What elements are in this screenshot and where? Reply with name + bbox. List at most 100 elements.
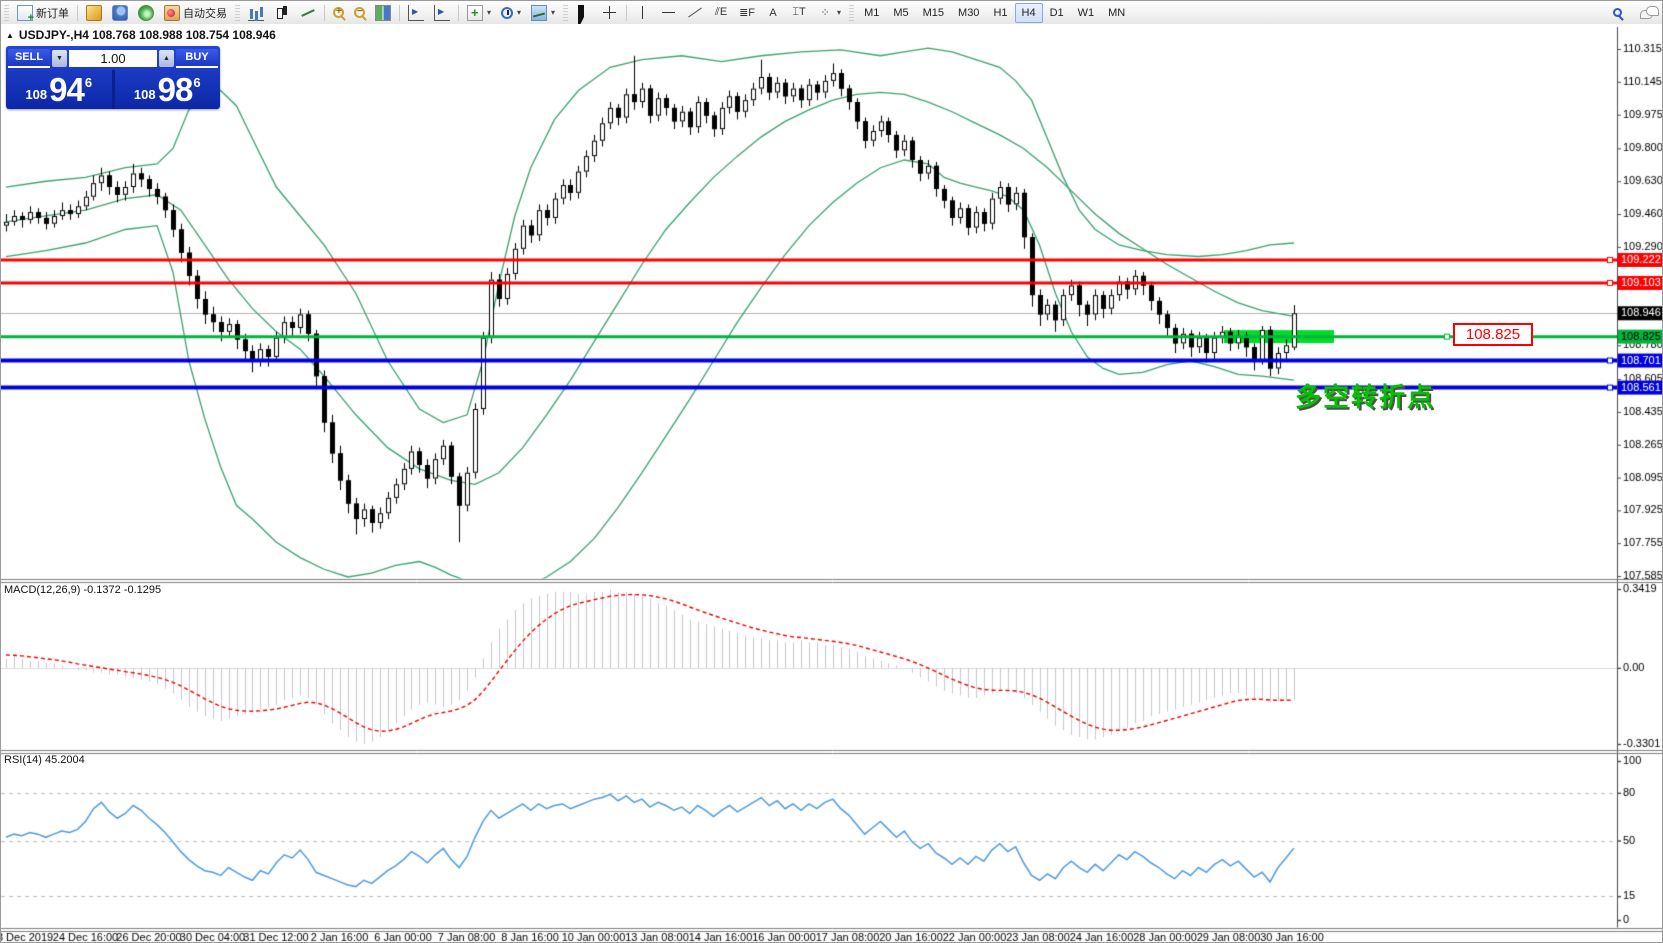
chart-title-text: USDJPY-,H4 108.768 108.988 108.754 108.9… [18, 28, 276, 42]
toolbar-grip [4, 4, 9, 21]
history-center-button[interactable] [81, 2, 107, 24]
zoom-out-icon: − [354, 6, 365, 18]
text-icon: A [769, 6, 777, 19]
sell-price-big: 94 [49, 70, 85, 108]
timeframe-w1-button[interactable]: W1 [1077, 6, 1095, 19]
toolbar-separator [626, 4, 628, 21]
chart-shift-button[interactable] [429, 2, 455, 24]
fibonacci-tool-button[interactable]: ≣F [734, 2, 760, 24]
line-chart-icon [300, 5, 316, 21]
timeframe-m30-button[interactable]: M30 [958, 6, 980, 19]
horizontal-line-icon [661, 5, 677, 21]
new-order-icon [17, 4, 34, 24]
bar-chart-button[interactable] [243, 2, 269, 24]
text-label-tool-button[interactable]: ⌶T [786, 2, 812, 24]
timeframe-mn-button[interactable]: MN [1108, 6, 1126, 19]
arrows-tool-button[interactable]: ⁘ ▾ [812, 2, 846, 24]
autotrading-label: 自动交易 [183, 7, 227, 20]
template-icon [531, 4, 548, 21]
vertical-line-tool-button[interactable] [630, 2, 656, 24]
new-order-button[interactable]: 新订单 [12, 2, 74, 24]
toolbar: 新订单 自动交易 + − ▾ ▾ ▾ ⫽E ≣F A ⌶T [1, 1, 1662, 29]
dropdown-caret-icon: ▾ [487, 8, 492, 17]
timeframe-h4-button[interactable]: H4 [1014, 2, 1043, 23]
volume-input[interactable]: 1.00 [69, 50, 157, 67]
tile-windows-icon [375, 4, 391, 21]
arrows-icon: ⁘ [820, 7, 830, 19]
chart-title: ▲ USDJPY-,H4 108.768 108.988 108.754 108… [6, 28, 276, 42]
timeframe-m5-button[interactable]: M5 [893, 6, 909, 19]
zoom-out-button[interactable]: − [349, 2, 370, 24]
sell-price-button[interactable]: 108 94 6 [6, 70, 115, 109]
macd-label: MACD(12,26,9) -0.1372 -0.1295 [4, 584, 162, 596]
toolbar-grip [849, 4, 855, 21]
volume-decrease-button[interactable]: ▼ [52, 50, 67, 67]
text-tool-button[interactable]: A [760, 2, 786, 24]
profile-button[interactable] [107, 2, 133, 24]
timeframe-h1-button[interactable]: H1 [993, 6, 1008, 19]
timeframe-group: M1 M5 M15 M30 H1 H4 D1 W1 MN [857, 2, 1132, 23]
sell-price-handle: 108 [25, 87, 48, 102]
sell-button[interactable]: SELL [8, 49, 50, 68]
autotrading-icon [164, 4, 180, 21]
periods-button[interactable]: ▾ [496, 2, 526, 24]
buy-price-big: 98 [157, 70, 194, 108]
toolbar-separator [77, 4, 78, 21]
search-button[interactable] [1608, 2, 1627, 24]
buy-button[interactable]: BUY [176, 49, 218, 68]
horizontal-line-tool-button[interactable] [656, 2, 682, 24]
search-icon [1613, 8, 1622, 17]
buy-price-pip: 6 [193, 75, 201, 90]
timeframe-m1-button[interactable]: M1 [864, 6, 880, 19]
crosshair-tool-button[interactable] [597, 2, 623, 24]
fibonacci-icon: ≣F [739, 7, 756, 19]
vertical-line-icon [635, 5, 651, 21]
price-chart-canvas[interactable] [1, 24, 1662, 942]
crosshair-icon [602, 5, 618, 21]
profile-icon [112, 4, 128, 21]
candlestick-chart-icon [274, 5, 290, 21]
trendline-icon [687, 5, 703, 21]
price-tag-object[interactable]: 108.825 [1453, 323, 1533, 346]
auto-scroll-icon [408, 4, 424, 21]
chart-shift-icon [434, 4, 450, 21]
chat-icon [1640, 5, 1659, 19]
rsi-label: RSI(14) 45.2004 [4, 754, 85, 766]
signals-icon [138, 4, 154, 21]
line-chart-button[interactable] [295, 2, 321, 24]
autotrading-button[interactable]: 自动交易 [159, 2, 232, 24]
trendline-tool-button[interactable] [682, 2, 708, 24]
auto-scroll-button[interactable] [403, 2, 429, 24]
dropdown-caret-icon: ▾ [837, 8, 842, 17]
zoom-in-button[interactable]: + [328, 2, 349, 24]
timeframe-m15-button[interactable]: M15 [922, 6, 945, 19]
bar-chart-icon [248, 5, 264, 21]
templates-button[interactable]: ▾ [526, 2, 560, 24]
dropdown-caret-icon: ▾ [517, 8, 522, 17]
signals-button[interactable] [133, 2, 159, 24]
chat-button[interactable] [1635, 2, 1659, 24]
volume-increase-button[interactable]: ▲ [159, 50, 174, 67]
timeframe-d1-button[interactable]: D1 [1049, 6, 1064, 19]
sell-price-pip: 6 [84, 75, 93, 90]
tile-windows-button[interactable] [370, 2, 396, 24]
dropdown-caret-icon: ▾ [551, 8, 556, 17]
equidistant-channel-icon: ⫽E [714, 6, 728, 18]
channel-tool-button[interactable]: ⫽E [708, 2, 734, 24]
collapse-triangle-icon[interactable]: ▲ [6, 30, 14, 40]
buy-price-handle: 108 [133, 87, 156, 102]
new-order-label: 新订单 [36, 7, 69, 20]
buy-price-button[interactable]: 108 98 6 [115, 70, 221, 109]
candlestick-chart-button[interactable] [269, 2, 295, 24]
history-center-icon [86, 4, 102, 21]
toolbar-grip [563, 4, 569, 21]
add-indicator-button[interactable]: ▾ [462, 2, 496, 24]
toolbar-separator [399, 4, 400, 21]
cursor-tool-button[interactable] [571, 2, 597, 29]
toolbar-separator [458, 4, 459, 21]
turning-point-annotation[interactable]: 多空转折点 [1295, 382, 1436, 412]
one-click-trading-panel: SELL ▼ 1.00 ▲ BUY 108 94 6 108 98 6 [6, 46, 220, 109]
clock-icon [501, 6, 514, 19]
toolbar-grip [235, 4, 240, 21]
